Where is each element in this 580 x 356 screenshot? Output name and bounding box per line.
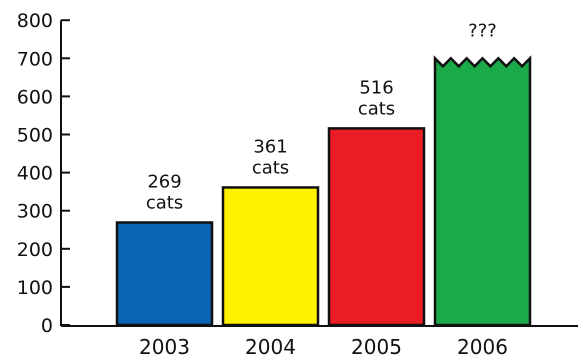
data-label-2004: cats xyxy=(252,157,289,178)
y-tick-label: 0 xyxy=(41,315,53,337)
y-tick-label: 100 xyxy=(17,277,53,299)
bar-2003 xyxy=(115,221,214,327)
y-tick-label: 400 xyxy=(17,163,53,185)
bar-2004 xyxy=(221,186,320,327)
data-label-2004: 361 xyxy=(253,136,287,157)
x-axis: 2003 2004 2005 2006 xyxy=(61,325,578,356)
data-label-2006: ??? xyxy=(468,20,497,41)
y-tick-label: 600 xyxy=(17,86,53,108)
x-tick-label: 2004 xyxy=(245,335,296,356)
y-tick-label: 800 xyxy=(17,10,53,32)
y-tick-label: 700 xyxy=(17,48,53,70)
y-tick-label: 300 xyxy=(17,201,53,223)
y-tick-label: 500 xyxy=(17,125,53,147)
data-label-2005: 516 xyxy=(359,77,393,98)
y-tick-label: 200 xyxy=(17,239,53,261)
data-label-2005: cats xyxy=(358,98,395,119)
y-axis: 0 100 200 300 400 500 600 700 800 xyxy=(17,10,70,337)
data-label-2003: 269 xyxy=(147,172,181,193)
bar-2005 xyxy=(327,127,426,327)
data-label-2003: cats xyxy=(146,193,183,214)
bar-2006 xyxy=(433,55,532,327)
x-tick-label: 2003 xyxy=(139,335,190,356)
x-tick-label: 2006 xyxy=(457,335,508,356)
x-tick-label: 2005 xyxy=(351,335,402,356)
